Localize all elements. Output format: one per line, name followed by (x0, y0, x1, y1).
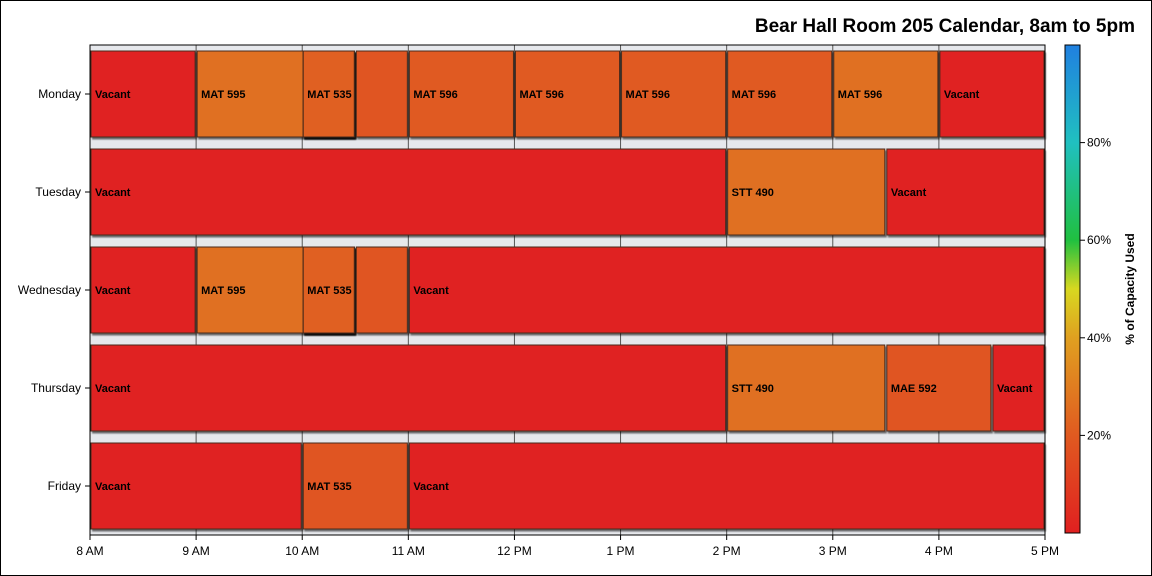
block-label: Vacant (95, 383, 131, 395)
colorbar-tick-label: 80% (1087, 136, 1111, 150)
y-tick-label: Tuesday (35, 185, 81, 199)
chart-title: Bear Hall Room 205 Calendar, 8am to 5pm (755, 16, 1135, 37)
x-tick-label: 9 AM (182, 544, 209, 558)
block-label: MAT 596 (626, 89, 670, 101)
x-tick-label: 4 PM (925, 544, 953, 558)
block-label: Vacant (413, 285, 449, 297)
schedule-block (833, 50, 939, 138)
schedule-block (90, 344, 727, 432)
y-tick-label: Wednesday (18, 283, 81, 297)
y-tick-label: Monday (38, 87, 81, 101)
block-label: STT 490 (732, 383, 774, 395)
schedule-block (886, 148, 1045, 236)
schedule-block (302, 246, 355, 334)
block-label: STT 490 (732, 187, 774, 199)
block-label: MAE 592 (891, 383, 937, 395)
block-label: Vacant (95, 285, 131, 297)
block-label: MAT 595 (201, 285, 245, 297)
x-tick-label: 10 AM (285, 544, 319, 558)
block-label: MAT 596 (732, 89, 776, 101)
schedule-block (355, 50, 408, 138)
x-tick-label: 11 AM (392, 544, 425, 558)
schedule-block (886, 344, 992, 432)
schedule-block (992, 344, 1045, 432)
schedule-block (514, 50, 621, 138)
block-label: Vacant (997, 383, 1033, 395)
block-label: MAT 535 (307, 89, 351, 101)
schedule-block (355, 246, 408, 334)
schedule-block (727, 344, 886, 432)
schedule-block (90, 50, 196, 138)
schedule-block (90, 246, 196, 334)
schedule-block (90, 148, 727, 236)
x-tick-label: 2 PM (713, 544, 741, 558)
block-label: Vacant (95, 187, 131, 199)
x-tick-label: 12 PM (497, 544, 532, 558)
schedule-block (90, 442, 302, 530)
schedule-block (939, 50, 1045, 138)
schedule-block (408, 50, 514, 138)
colorbar-title: % of Capacity Used (1123, 233, 1137, 344)
schedule-block (727, 148, 886, 236)
block-label: MAT 535 (307, 285, 351, 297)
schedule-block (408, 246, 1045, 334)
block-label: MAT 596 (413, 89, 457, 101)
block-label: MAT 535 (307, 481, 351, 493)
schedule-block (302, 442, 408, 530)
block-label: MAT 596 (519, 89, 563, 101)
schedule-block (408, 442, 1045, 530)
colorbar-tick-label: 20% (1087, 428, 1111, 442)
block-label: MAT 596 (838, 89, 882, 101)
block-label: Vacant (891, 187, 927, 199)
block-label: MAT 595 (201, 89, 245, 101)
x-tick-label: 3 PM (819, 544, 847, 558)
y-tick-label: Friday (48, 479, 81, 493)
x-tick-label: 8 AM (76, 544, 103, 558)
block-label: Vacant (95, 89, 131, 101)
y-tick-label: Thursday (31, 381, 81, 395)
block-label: Vacant (944, 89, 980, 101)
schedule-block (727, 50, 833, 138)
schedule-block (621, 50, 727, 138)
block-label: Vacant (95, 481, 131, 493)
x-tick-label: 1 PM (607, 544, 635, 558)
colorbar-scale (1064, 44, 1081, 534)
colorbar-tick-label: 60% (1087, 233, 1111, 247)
block-label: Vacant (413, 481, 449, 493)
x-tick-label: 5 PM (1031, 544, 1059, 558)
schedule-block (302, 50, 355, 138)
colorbar-tick-label: 40% (1087, 331, 1111, 345)
